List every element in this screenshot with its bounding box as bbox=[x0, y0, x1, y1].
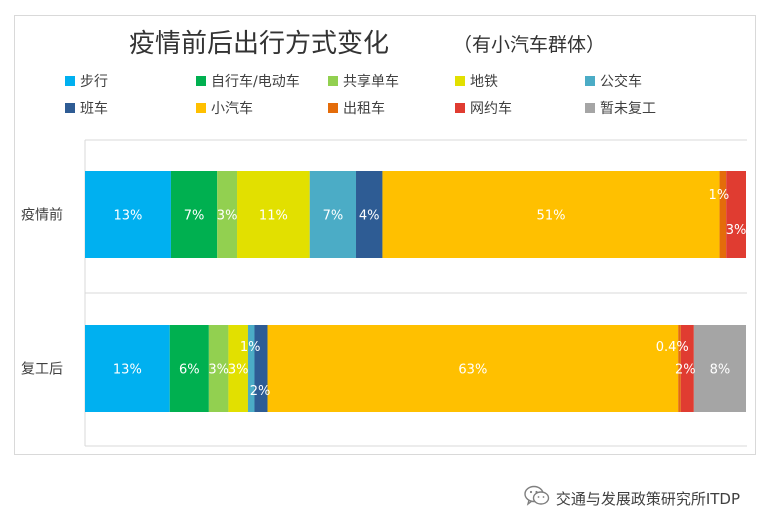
bar-label: 11% bbox=[259, 209, 288, 224]
legend-item: 网约车 bbox=[455, 100, 512, 117]
legend-swatch bbox=[585, 103, 595, 113]
wechat-icon bbox=[524, 485, 550, 511]
bar-label: 1% bbox=[240, 340, 261, 355]
bar-label: 6% bbox=[179, 363, 200, 378]
legend-item: 暂未复工 bbox=[585, 100, 656, 117]
category-label: 复工后 bbox=[21, 361, 63, 378]
bar-segment bbox=[678, 325, 681, 412]
bars bbox=[85, 171, 746, 412]
bar-label: 7% bbox=[323, 209, 344, 224]
legend-label: 公交车 bbox=[600, 73, 642, 90]
bar-segment bbox=[85, 171, 171, 258]
bar-segment bbox=[382, 171, 720, 258]
legend-swatch bbox=[65, 76, 75, 86]
bar-segment bbox=[208, 325, 229, 412]
bar-label: 13% bbox=[114, 209, 143, 224]
legend-item: 公交车 bbox=[585, 73, 642, 90]
legend-swatch bbox=[455, 103, 465, 113]
bar-segment bbox=[85, 325, 170, 412]
legend-label: 网约车 bbox=[470, 100, 512, 117]
bar-label: 63% bbox=[458, 363, 487, 378]
bar-segment bbox=[309, 171, 357, 258]
bar-label: 8% bbox=[710, 363, 731, 378]
category-label: 疫情前 bbox=[21, 207, 63, 224]
legend-swatch bbox=[328, 103, 338, 113]
legend-label: 出租车 bbox=[343, 100, 385, 117]
legend-label: 地铁 bbox=[470, 74, 498, 90]
bar-segment bbox=[237, 171, 310, 258]
bar-segment bbox=[693, 325, 746, 412]
legend-swatch bbox=[455, 76, 465, 86]
bar-label: 13% bbox=[113, 363, 142, 378]
bar-label: 51% bbox=[537, 209, 566, 224]
bar-segment bbox=[254, 325, 268, 412]
bar-label: 2% bbox=[250, 384, 271, 399]
bar-segment bbox=[247, 325, 255, 412]
bar-labels: 13% 7% 3% 11% 7% 4% 51%1%3%13% 6% 3%3%1%2%63%0.4… bbox=[113, 188, 746, 399]
legend-swatch bbox=[196, 103, 206, 113]
legend-label: 自行车/电动车 bbox=[211, 73, 300, 90]
chart-subtitle: （有小汽车群体） bbox=[453, 34, 605, 56]
legend-item: 班车 bbox=[65, 100, 108, 117]
bar-segment bbox=[228, 325, 248, 412]
legend-swatch bbox=[585, 76, 595, 86]
bar-segment bbox=[356, 171, 383, 258]
legend-label: 小汽车 bbox=[211, 100, 253, 117]
bar-label: 3% bbox=[208, 363, 229, 378]
bar-label: 3% bbox=[228, 363, 249, 378]
legend-item: 地铁 bbox=[455, 74, 498, 90]
bar-segment bbox=[217, 171, 238, 258]
chart-svg: 疫情前后出行方式变化 （有小汽车群体） 步行 自行车/电动车 共享单车 地铁 公交车班车… bbox=[21, 29, 747, 447]
legend-swatch bbox=[196, 76, 206, 86]
bar-segment bbox=[169, 325, 209, 412]
legend-item: 小汽车 bbox=[196, 100, 253, 117]
legend-label: 共享单车 bbox=[343, 73, 399, 90]
legend-swatch bbox=[65, 103, 75, 113]
bar-segment bbox=[719, 171, 727, 258]
legend-swatch bbox=[328, 76, 338, 86]
legend-label: 班车 bbox=[80, 100, 108, 117]
legend-label: 暂未复工 bbox=[600, 100, 656, 117]
chart-title: 疫情前后出行方式变化 bbox=[129, 29, 389, 59]
legend-item: 共享单车 bbox=[328, 73, 399, 90]
legend-item: 自行车/电动车 bbox=[196, 73, 300, 90]
bar-segment bbox=[726, 171, 746, 258]
watermark: 交通与发展政策研究所ITDP bbox=[524, 485, 740, 511]
bar-label: 7% bbox=[184, 209, 205, 224]
legend-item: 步行 bbox=[65, 74, 108, 90]
watermark-text: 交通与发展政策研究所ITDP bbox=[555, 489, 740, 508]
bar-segment bbox=[680, 325, 694, 412]
legend-item: 出租车 bbox=[328, 100, 385, 117]
bar-segment bbox=[170, 171, 218, 258]
bar-label: 0.4% bbox=[656, 340, 689, 355]
bar-label: 3% bbox=[217, 209, 238, 224]
bar-label: 3% bbox=[726, 223, 747, 238]
bar-label: 1% bbox=[709, 188, 730, 203]
bar-label: 4% bbox=[359, 209, 380, 224]
bar-label: 2% bbox=[675, 363, 696, 378]
legend-label: 步行 bbox=[80, 74, 108, 90]
bar-segment bbox=[267, 325, 679, 412]
chart-frame: 疫情前后出行方式变化 （有小汽车群体） 步行 自行车/电动车 共享单车 地铁 公交车班车… bbox=[14, 15, 756, 455]
